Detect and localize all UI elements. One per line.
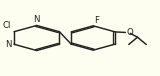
- Text: O: O: [127, 28, 133, 37]
- Text: N: N: [5, 40, 12, 49]
- Text: F: F: [94, 16, 99, 25]
- Text: Cl: Cl: [2, 21, 11, 30]
- Text: N: N: [33, 15, 40, 24]
